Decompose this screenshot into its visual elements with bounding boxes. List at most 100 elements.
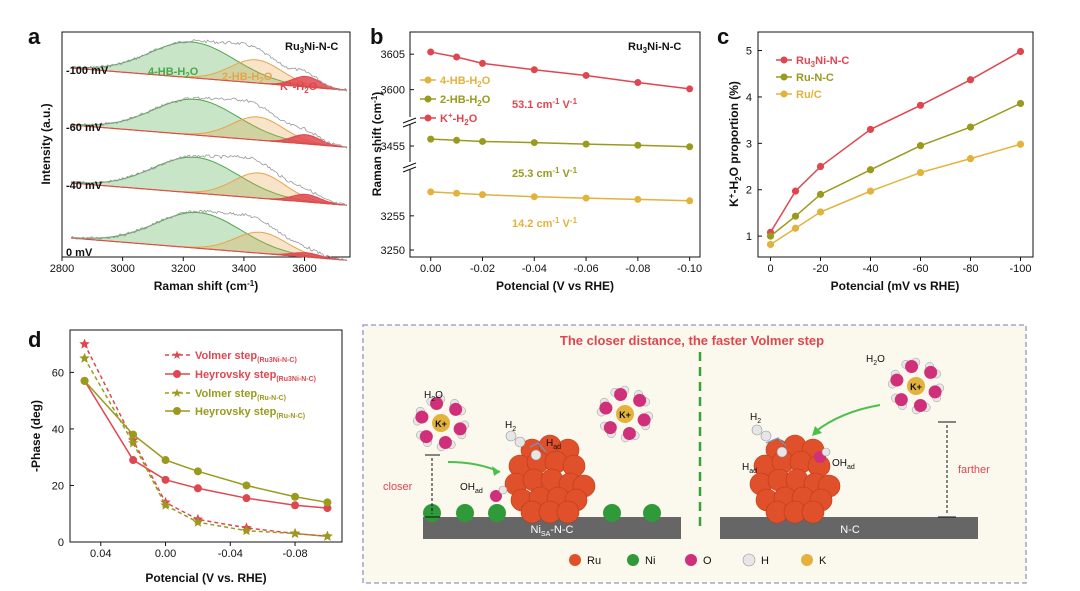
transfer-arrowhead-left	[492, 466, 500, 476]
farther-label: farther	[958, 464, 990, 476]
k-ion-label: K+	[910, 382, 922, 392]
panel-c-xlabel: Potencial (mV vs RHE)	[831, 279, 960, 293]
panel-c: c 1 2 3 4 5 0 -20 -40 -60 -80 -100 Ru3Ni-N-C Ru-N-…	[717, 24, 1034, 293]
data-point	[453, 136, 461, 144]
k-ion	[432, 414, 450, 432]
y-tick-label: 1	[746, 231, 752, 243]
panel-a-xticks: 2800 3000 3200 3400 3600	[50, 257, 317, 275]
x-tick-label: -0.10	[677, 263, 702, 275]
legend-marker-4hb	[424, 76, 432, 84]
legend-2hb: 2-HB-H2O	[440, 94, 491, 108]
y-tick-label: 20	[52, 480, 64, 492]
k-ion	[616, 405, 634, 423]
data-point	[79, 338, 90, 349]
k-water-cluster: K+	[596, 385, 654, 443]
legend-atom-label: K	[819, 555, 827, 567]
data-point	[816, 208, 825, 216]
legend-marker-volmer-run: ★	[172, 386, 183, 400]
o-atom	[430, 396, 444, 410]
ni-atom	[643, 504, 661, 522]
panel-b-frame	[409, 31, 701, 258]
panel-a-xlabel: Raman shift (cm-1)	[154, 279, 258, 293]
o-atom	[924, 365, 938, 379]
ru-atom	[556, 500, 580, 524]
legend-marker-ru3ni	[780, 56, 788, 64]
data-point	[530, 193, 538, 201]
data-point	[866, 187, 875, 195]
h-atom	[505, 430, 517, 442]
data-point	[323, 504, 332, 513]
x-tick-label: 3200	[171, 263, 195, 275]
h2o-label-right: H2O	[866, 354, 885, 367]
legend-atom-swatch	[627, 554, 639, 566]
data-point	[966, 76, 975, 84]
data-point	[291, 501, 300, 510]
peak-label-k: K+-H2O	[280, 79, 318, 95]
legend-atom-swatch	[801, 554, 813, 566]
legend-atom-label: O	[703, 555, 712, 567]
o-atom	[622, 427, 636, 441]
panel-b: b 3250 3255 3455 3600 3605 0.00 -0.02 -0.04 -0.0…	[370, 24, 702, 293]
x-tick-label: 2800	[50, 263, 74, 275]
series-line	[430, 191, 690, 202]
y-tick-label: 40	[52, 424, 64, 436]
transfer-arrowhead-right	[812, 426, 822, 436]
o-atom	[890, 373, 904, 387]
legend-atom-label: H	[761, 555, 769, 567]
o-atom	[633, 393, 647, 407]
substrate-left-label: NiSA-N-C	[531, 524, 574, 538]
ni-atom	[603, 504, 621, 522]
fit-component	[71, 182, 348, 206]
peak-label-4hb: 4-HB-H2O	[148, 66, 199, 80]
x-tick-label: 3000	[110, 263, 134, 275]
panel-c-frame	[757, 31, 1034, 258]
k-water-cluster: K+	[887, 357, 945, 415]
data-point	[866, 125, 875, 134]
axis-break	[402, 117, 417, 124]
data-point	[686, 85, 694, 93]
data-point	[427, 135, 435, 143]
data-point	[161, 475, 170, 484]
y-tick-label: 60	[52, 367, 64, 379]
data-point	[160, 499, 171, 510]
panel-d: d 0 20 40 60 0.04 0.00 -0.04 -0.08 ★ Volmer ste…	[28, 327, 343, 585]
legend-marker-heyrovsky-ru3ni	[173, 370, 181, 378]
panel-b-label: b	[370, 24, 383, 49]
spectrum-label: -40 mV	[66, 180, 103, 192]
o-atom	[490, 490, 502, 502]
data-point	[634, 79, 642, 87]
x-tick-label: -0.06	[574, 263, 599, 275]
closer-label: closer	[383, 481, 413, 493]
o-atom	[419, 430, 433, 444]
data-point	[791, 187, 800, 195]
x-tick-label: -80	[963, 263, 979, 275]
spectrum-raw	[70, 154, 348, 206]
legend-k: K+-H2O	[440, 111, 478, 127]
data-point	[582, 71, 590, 79]
slope-label-k: 53.1 cm-1 V-1	[512, 97, 578, 111]
series-line	[770, 143, 1021, 246]
panel-d-frame	[69, 329, 343, 543]
o-atom	[438, 436, 452, 450]
y-tick-label: 2	[746, 185, 752, 197]
panel-a-frame	[61, 31, 351, 258]
data-point	[766, 240, 775, 249]
x-tick-label: -0.04	[218, 548, 243, 560]
axis-break	[402, 121, 417, 128]
legend-atom-swatch	[569, 554, 581, 566]
data-point	[1016, 140, 1025, 148]
data-point	[193, 467, 202, 476]
data-point	[242, 494, 251, 503]
o-atom	[928, 385, 942, 399]
spectrum-raw	[71, 38, 348, 92]
panel-b-ylabel: Raman shift (cm-1)	[370, 92, 384, 196]
data-point	[479, 191, 486, 199]
x-tick-label: 0	[767, 263, 773, 275]
x-tick-label: 0.04	[90, 548, 111, 560]
y-tick-label: 3250	[381, 245, 405, 257]
y-tick-label: 3455	[381, 141, 405, 153]
substrate-right	[720, 517, 978, 539]
data-point	[129, 430, 138, 439]
data-point	[816, 162, 825, 171]
